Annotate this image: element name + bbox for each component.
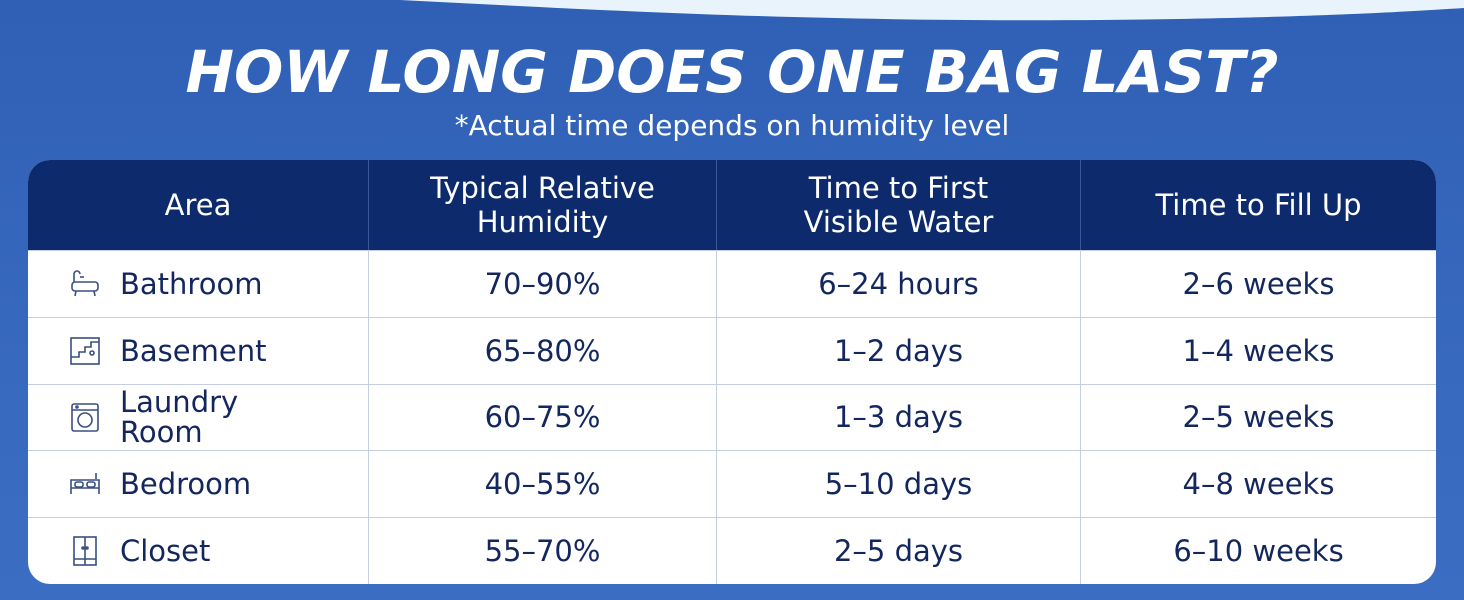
area-icon (71, 403, 99, 433)
table-cell: 4–8 weeks (1080, 450, 1436, 518)
table-cell: 40–55% (368, 450, 716, 518)
table-cell: Bedroom (28, 450, 368, 517)
table-cell: 2–5 weeks (1080, 383, 1436, 451)
table-cell: Laundry Room (28, 383, 368, 451)
area-name: Bedroom (120, 467, 252, 502)
table-cell: 1–4 weeks (1080, 316, 1436, 384)
area-icon (70, 336, 100, 365)
subtitle: *Actual time depends on humidity level (454, 109, 1010, 142)
table-cell: 2–6 weeks (1080, 250, 1436, 317)
table-cell: 55–70% (368, 517, 716, 584)
area-name: Basement (120, 333, 267, 368)
column-header: Area (28, 160, 368, 250)
table-cell: 6–10 weeks (1080, 517, 1436, 584)
column-header: Time to First Visible Water (716, 160, 1080, 250)
table: Area Typical Relative Humidity Time to Fir… (28, 160, 1436, 584)
area-icon (70, 473, 100, 495)
area-icon (71, 270, 99, 297)
table-cell: Closet (28, 517, 368, 584)
table-cell: Bathroom (28, 250, 368, 317)
table-cell: 65–80% (368, 316, 716, 384)
area-name: Closet (120, 534, 211, 569)
area-name: Laundry Room (120, 385, 239, 450)
table-cell: 1–3 days (716, 383, 1080, 451)
table-cell: 1–2 days (716, 316, 1080, 384)
column-header: Typical Relative Humidity (368, 160, 716, 250)
area-name: Bathroom (120, 266, 263, 301)
table-cell: 5–10 days (716, 450, 1080, 518)
column-header: Time to Fill Up (1080, 160, 1436, 250)
table-cell: 2–5 days (716, 517, 1080, 584)
table-cell: Basement (28, 316, 368, 384)
table-cell: 6–24 hours (716, 250, 1080, 317)
wave-decoration (400, 0, 1464, 21)
title: HOW LONG DOES ONE BAG LAST? (185, 38, 1279, 106)
table-cell: 70–90% (368, 250, 716, 317)
table-cell: 60–75% (368, 383, 716, 451)
area-icon (73, 536, 97, 566)
